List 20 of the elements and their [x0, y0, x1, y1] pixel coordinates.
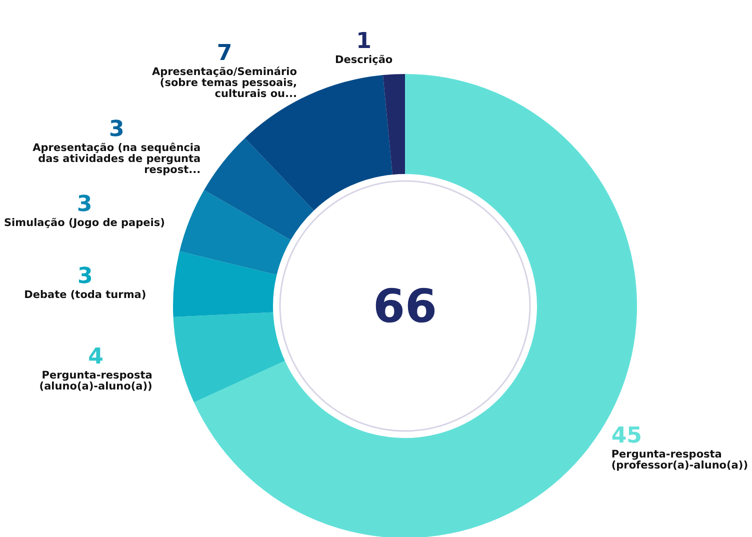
- text: 66: [372, 279, 438, 333]
- slice-label: Apresentação/Seminário (sobre temas pessoais, culturais ou...: [152, 66, 297, 100]
- donut-slice: [204, 138, 314, 240]
- slice-label: Pergunta-resposta (aluno(a)-aluno(a)): [39, 369, 152, 392]
- slice-label: Simulação (Jogo de papeis): [4, 216, 165, 229]
- data-label: 3: [78, 264, 93, 289]
- data-label: 1: [356, 28, 372, 54]
- donut-slice: [173, 251, 277, 318]
- data-label: 45: [611, 424, 642, 449]
- donut-slice: [382, 74, 405, 175]
- data-label: 3: [76, 192, 92, 217]
- data-label: 4: [88, 344, 104, 370]
- slice-label: Descrição: [335, 54, 393, 66]
- slice-label: Apresentação (na sequência das atividades de pergunta respost...: [32, 142, 201, 176]
- slice-label: Pergunta-resposta (professor(a)-aluno(a)): [611, 448, 748, 472]
- data-label: 3: [108, 116, 124, 142]
- donut-slice: [180, 190, 291, 275]
- data-label: 7: [216, 40, 232, 66]
- donut-slice: [173, 312, 285, 402]
- slice-label: Debate (toda turma): [24, 288, 146, 301]
